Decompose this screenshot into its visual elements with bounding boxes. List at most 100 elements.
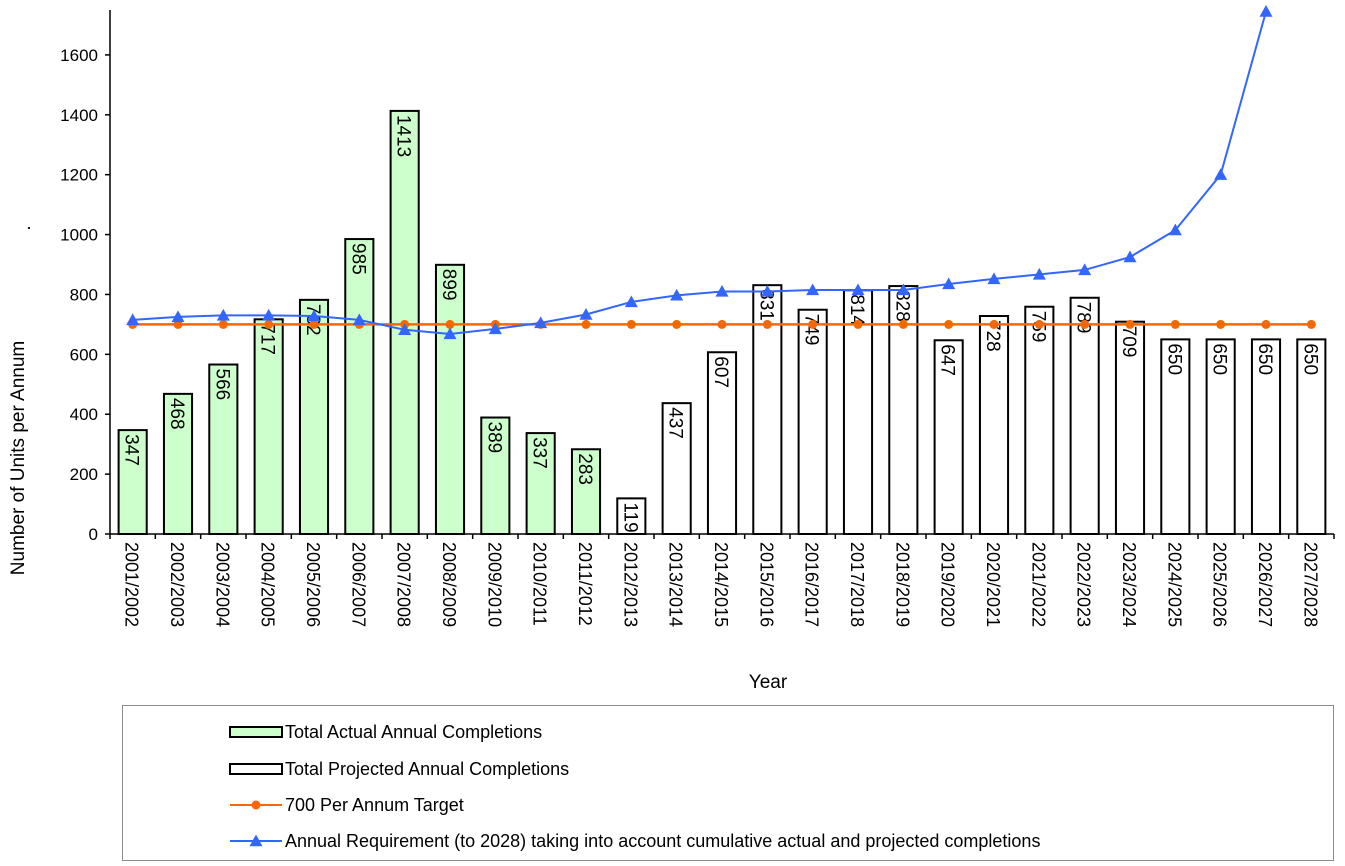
x-tick-label-25: 2026/2027 xyxy=(1255,542,1275,627)
x-tick-label-21: 2022/2023 xyxy=(1074,542,1094,627)
x-tick-label-3: 2004/2005 xyxy=(258,542,278,627)
target-point-21 xyxy=(1080,319,1090,329)
target-point-12 xyxy=(672,319,682,329)
y-tick-label-6: 1200 xyxy=(60,166,98,185)
requirement-point-9 xyxy=(534,316,548,329)
requirement-point-15 xyxy=(806,283,820,296)
bar-value-label-3: 717 xyxy=(257,323,278,355)
x-tick-label-6: 2007/2008 xyxy=(394,542,414,627)
y-tick-label-1: 200 xyxy=(70,465,98,484)
projected-bar-20 xyxy=(1024,305,1055,536)
bar-value-label-21: 789 xyxy=(1073,302,1094,334)
bar-value-label-16: 814 xyxy=(846,294,867,326)
target-point-7 xyxy=(445,319,455,329)
requirement-point-14 xyxy=(760,284,774,297)
x-tick-label-9: 2010/2011 xyxy=(530,542,550,626)
requirement-point-1 xyxy=(171,310,185,323)
requirement-point-24 xyxy=(1214,168,1228,180)
target-point-20 xyxy=(1034,319,1044,329)
y-tick-label-0: 0 xyxy=(89,525,98,544)
requirement-point-2 xyxy=(216,308,230,321)
x-tick-label-1: 2002/2003 xyxy=(167,542,187,627)
legend-marker-2 xyxy=(251,800,261,810)
bar-value-label-17: 828 xyxy=(891,290,912,322)
y-axis-title: Number of Units per Annum xyxy=(8,341,29,575)
bar-value-label-6: 1413 xyxy=(393,115,414,157)
legend-label-2: 700 Per Annum Target xyxy=(285,795,464,815)
bar-value-label-9: 337 xyxy=(529,437,550,469)
bar-value-label-10: 283 xyxy=(574,453,595,485)
legend-entries: Total Actual Annual Completions Total Pro… xyxy=(229,722,1040,851)
x-tick-label-14: 2015/2016 xyxy=(756,542,776,627)
y-tick-label-8: 1600 xyxy=(60,46,98,65)
y-tick-label-5: 1000 xyxy=(60,226,98,245)
projected-bar-15 xyxy=(797,308,828,536)
bar-value-label-5: 985 xyxy=(347,243,368,275)
y-tick-label-4: 800 xyxy=(70,285,98,304)
y-tick-label-2: 400 xyxy=(70,405,98,424)
x-tick-label-17: 2018/2019 xyxy=(892,542,912,627)
projected-bar-19 xyxy=(978,315,1010,535)
projected-bar-16 xyxy=(842,289,874,535)
x-tick-label-7: 2008/2009 xyxy=(439,542,459,627)
x-axis-title: Year xyxy=(749,672,788,693)
requirement-point-25 xyxy=(1259,4,1273,17)
projected-bar-23 xyxy=(1160,338,1191,535)
bar-value-label-15: 749 xyxy=(801,314,822,346)
requirement-point-18 xyxy=(942,277,956,290)
target-point-26 xyxy=(1306,319,1316,329)
legend-marker-3 xyxy=(249,834,263,847)
y-tick-label-7: 1400 xyxy=(60,106,98,125)
target-point-11 xyxy=(626,319,636,329)
bar-value-label-24: 650 xyxy=(1209,343,1230,375)
bar-value-label-7: 899 xyxy=(438,269,459,301)
actual-bar-9 xyxy=(525,432,556,535)
requirement-line xyxy=(132,11,1267,335)
requirement-point-17 xyxy=(896,283,910,296)
requirement-point-22 xyxy=(1123,250,1137,263)
requirement-point-8 xyxy=(488,322,502,335)
x-tick-label-4: 2005/2006 xyxy=(303,542,323,627)
requirement-point-0 xyxy=(126,313,140,326)
x-tick-label-24: 2025/2026 xyxy=(1210,542,1230,627)
x-tick-label-5: 2006/2007 xyxy=(348,542,368,627)
y-tick-label-3: 600 xyxy=(70,345,98,364)
x-tick-label-26: 2027/2028 xyxy=(1300,542,1320,627)
x-tick-label-0: 2001/2002 xyxy=(122,542,142,627)
bar-value-label-2: 566 xyxy=(211,369,232,401)
x-tick-label-19: 2020/2021 xyxy=(983,542,1003,627)
bar-value-label-13: 607 xyxy=(710,356,731,388)
x-tick-label-2: 2003/2004 xyxy=(212,542,232,627)
target-point-13 xyxy=(717,319,727,329)
x-tick-label-20: 2021/2022 xyxy=(1028,542,1048,627)
bar-value-label-14: 831 xyxy=(755,289,776,321)
x-tick-label-15: 2016/2017 xyxy=(802,542,822,627)
projected-bar-18 xyxy=(933,339,964,535)
target-point-10 xyxy=(581,319,591,329)
x-tick-label-13: 2014/2015 xyxy=(711,542,731,627)
requirement-point-6 xyxy=(398,323,412,335)
bar-value-label-19: 728 xyxy=(982,320,1003,352)
actual-bar-5 xyxy=(344,238,375,535)
target-point-4 xyxy=(309,319,319,329)
requirement-point-19 xyxy=(987,272,1001,285)
requirement-point-23 xyxy=(1168,223,1182,236)
target-point-1 xyxy=(173,319,183,329)
target-point-16 xyxy=(853,319,863,329)
projected-bar-13 xyxy=(706,351,738,535)
legend-label-0: Total Actual Annual Completions xyxy=(285,722,542,742)
target-point-14 xyxy=(762,319,772,329)
requirement-point-16 xyxy=(851,283,865,296)
bar-value-label-8: 389 xyxy=(483,422,504,454)
target-point-18 xyxy=(944,319,954,329)
requirement-point-11 xyxy=(624,295,638,308)
bar-value-label-12: 437 xyxy=(665,407,686,439)
actual-bar-10 xyxy=(570,448,602,536)
target-point-24 xyxy=(1216,319,1226,329)
x-tick-label-8: 2009/2010 xyxy=(484,542,504,627)
bar-value-label-0: 347 xyxy=(121,434,142,466)
target-point-2 xyxy=(218,319,228,329)
bar-value-label-25: 650 xyxy=(1254,343,1275,375)
requirement-point-13 xyxy=(715,284,729,297)
